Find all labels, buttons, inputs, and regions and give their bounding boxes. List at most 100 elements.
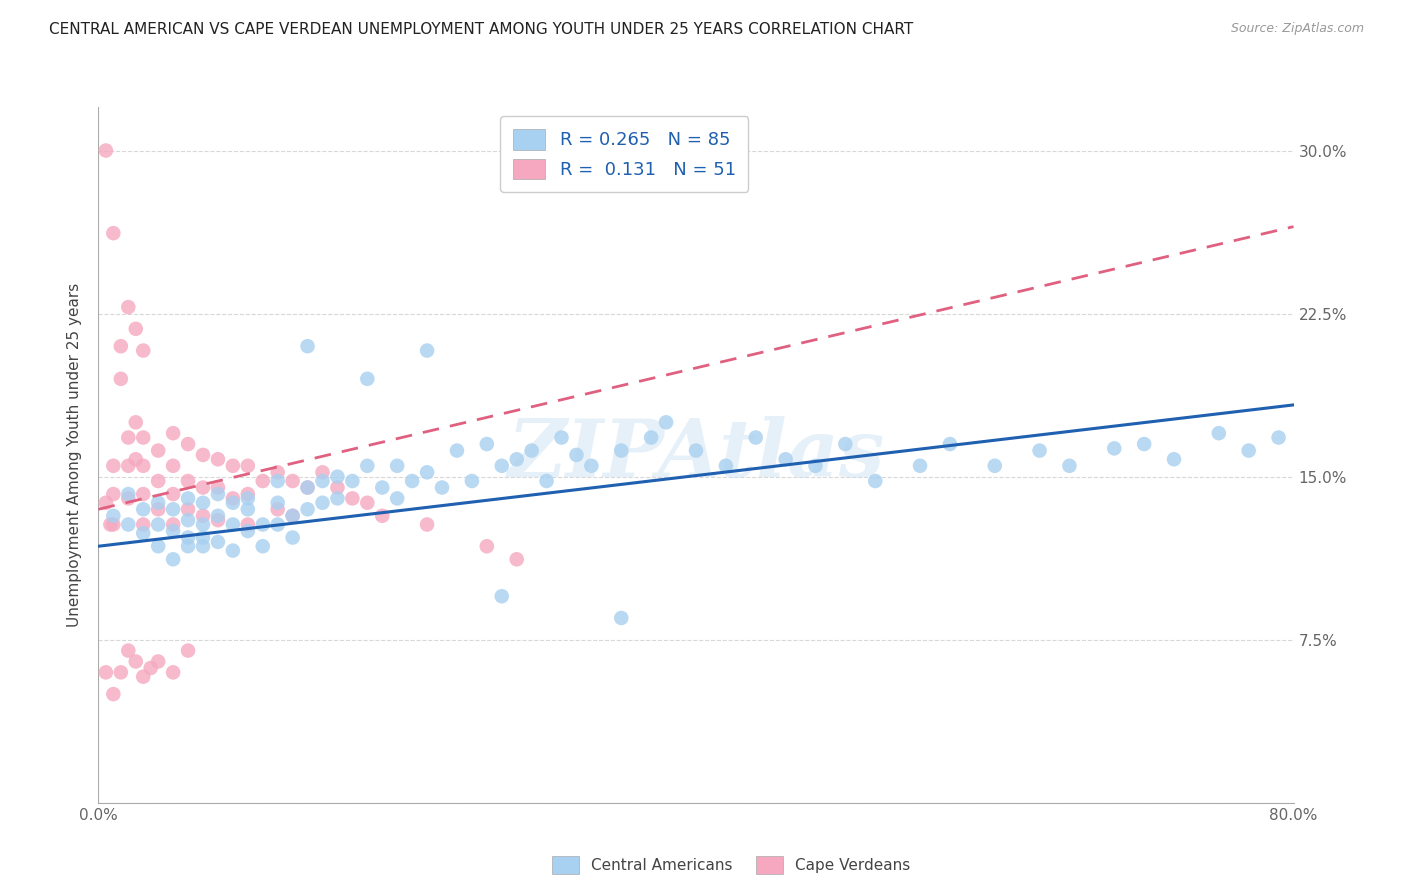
- Point: [236, 517, 259, 532]
- Point: [117, 487, 139, 501]
- Point: [103, 508, 125, 523]
- Point: [1208, 426, 1230, 441]
- Point: [222, 491, 245, 506]
- Point: [311, 496, 333, 510]
- Text: CENTRAL AMERICAN VS CAPE VERDEAN UNEMPLOYMENT AMONG YOUTH UNDER 25 YEARS CORRELA: CENTRAL AMERICAN VS CAPE VERDEAN UNEMPLO…: [49, 22, 914, 37]
- Point: [745, 430, 768, 444]
- Point: [177, 474, 200, 488]
- Legend: Central Americans, Cape Verdeans: Central Americans, Cape Verdeans: [546, 850, 917, 880]
- Point: [94, 665, 117, 680]
- Point: [191, 496, 214, 510]
- Point: [222, 543, 245, 558]
- Point: [371, 508, 394, 523]
- Point: [416, 466, 439, 480]
- Point: [162, 552, 184, 566]
- Point: [191, 448, 214, 462]
- Point: [125, 655, 148, 669]
- Point: [1237, 443, 1260, 458]
- Point: [834, 437, 856, 451]
- Point: [162, 426, 184, 441]
- Point: [117, 430, 139, 444]
- Point: [430, 481, 453, 495]
- Point: [565, 448, 588, 462]
- Point: [252, 517, 274, 532]
- Point: [177, 531, 200, 545]
- Point: [385, 458, 409, 473]
- Point: [94, 144, 117, 158]
- Point: [714, 458, 737, 473]
- Point: [191, 531, 214, 545]
- Point: [207, 452, 229, 467]
- Point: [117, 643, 139, 657]
- Point: [281, 508, 304, 523]
- Point: [132, 487, 155, 501]
- Point: [191, 539, 214, 553]
- Point: [520, 443, 543, 458]
- Point: [132, 670, 155, 684]
- Point: [267, 466, 290, 480]
- Point: [461, 474, 484, 488]
- Point: [311, 474, 333, 488]
- Point: [356, 458, 378, 473]
- Point: [491, 458, 513, 473]
- Point: [148, 517, 170, 532]
- Point: [177, 502, 200, 516]
- Point: [550, 430, 572, 444]
- Point: [110, 339, 132, 353]
- Point: [775, 452, 797, 467]
- Point: [506, 552, 529, 566]
- Point: [236, 458, 259, 473]
- Point: [1059, 458, 1081, 473]
- Point: [125, 452, 148, 467]
- Point: [1163, 452, 1185, 467]
- Point: [1267, 430, 1289, 444]
- Point: [177, 513, 200, 527]
- Point: [132, 502, 155, 516]
- Point: [162, 665, 184, 680]
- Point: [125, 322, 148, 336]
- Point: [177, 539, 200, 553]
- Point: [685, 443, 707, 458]
- Point: [581, 458, 603, 473]
- Point: [311, 466, 333, 480]
- Point: [252, 539, 274, 553]
- Point: [94, 496, 117, 510]
- Point: [984, 458, 1007, 473]
- Point: [177, 643, 200, 657]
- Point: [297, 481, 319, 495]
- Point: [475, 539, 498, 553]
- Point: [148, 496, 170, 510]
- Point: [207, 513, 229, 527]
- Point: [103, 226, 125, 240]
- Point: [371, 481, 394, 495]
- Point: [222, 517, 245, 532]
- Point: [191, 481, 214, 495]
- Point: [610, 443, 633, 458]
- Point: [401, 474, 423, 488]
- Point: [191, 517, 214, 532]
- Point: [236, 502, 259, 516]
- Point: [110, 665, 132, 680]
- Point: [207, 481, 229, 495]
- Point: [491, 589, 513, 603]
- Point: [207, 534, 229, 549]
- Point: [177, 491, 200, 506]
- Point: [132, 517, 155, 532]
- Point: [103, 517, 125, 532]
- Point: [281, 531, 304, 545]
- Point: [162, 524, 184, 538]
- Legend: R = 0.265   N = 85, R =  0.131   N = 51: R = 0.265 N = 85, R = 0.131 N = 51: [501, 116, 748, 192]
- Point: [1028, 443, 1050, 458]
- Point: [281, 508, 304, 523]
- Point: [98, 517, 122, 532]
- Point: [117, 458, 139, 473]
- Point: [297, 481, 319, 495]
- Point: [222, 458, 245, 473]
- Point: [281, 474, 304, 488]
- Point: [236, 491, 259, 506]
- Point: [117, 300, 139, 314]
- Point: [446, 443, 468, 458]
- Point: [236, 487, 259, 501]
- Point: [132, 458, 155, 473]
- Point: [132, 430, 155, 444]
